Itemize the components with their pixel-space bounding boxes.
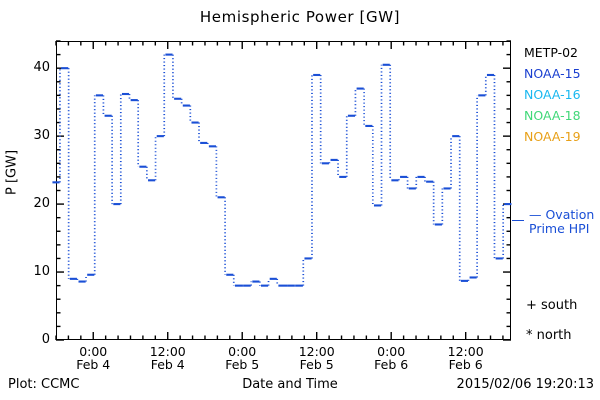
x-axis-label: Date and Time [242, 377, 338, 392]
x-tick-label: 0:00 Feb 5 [202, 345, 282, 371]
legend-item-satellite: NOAA-19 [524, 129, 581, 144]
x-tick-time: 0:00 [228, 344, 257, 359]
render-timestamp: 2015/02/06 19:20:13 [456, 377, 594, 392]
x-tick-label: 0:00 Feb 6 [351, 345, 431, 371]
x-tick-date: Feb 4 [150, 357, 185, 372]
chart-title: Hemispheric Power [GW] [199, 8, 401, 26]
legend-item-satellite: NOAA-16 [524, 87, 581, 102]
satellite-legend: METP-02 NOAA-15 NOAA-16 NOAA-18 NOAA-19 [524, 42, 581, 147]
ovation-legend-line2: Prime HPI [529, 221, 590, 236]
y-tick-label: 40 [33, 60, 50, 76]
y-tick-label: 30 [33, 128, 50, 144]
x-tick-date: Feb 5 [225, 357, 260, 372]
x-tick-time: 0:00 [377, 344, 406, 359]
x-tick-label: 12:00 Feb 6 [426, 345, 506, 371]
plot-credit: Plot: CCMC [8, 377, 80, 392]
x-tick-date: Feb 5 [299, 357, 334, 372]
legend-item-satellite: NOAA-18 [524, 108, 581, 123]
x-tick-date: Feb 6 [448, 357, 483, 372]
x-tick-date: Feb 4 [76, 357, 111, 372]
x-tick-label: 0:00 Feb 4 [53, 345, 133, 371]
y-tick-label: 0 [41, 332, 50, 347]
x-tick-time: 12:00 [447, 344, 484, 359]
ovation-legend-dash [512, 220, 524, 221]
x-tick-date: Feb 6 [374, 357, 409, 372]
x-tick-time: 12:00 [298, 344, 335, 359]
x-tick-label: 12:00 Feb 4 [128, 345, 208, 371]
x-tick-label: 12:00 Feb 5 [277, 345, 357, 371]
x-tick-time: 0:00 [79, 344, 108, 359]
legend-south: + south [526, 298, 578, 313]
legend-north: * north [526, 328, 572, 343]
y-tick-label: 10 [33, 264, 50, 280]
legend-item-satellite: NOAA-15 [524, 66, 581, 81]
ovation-legend-line1: — Ovation [529, 207, 595, 222]
legend-item-satellite: METP-02 [524, 45, 578, 60]
plot-area [56, 41, 511, 340]
ovation-legend: — Ovation Prime HPI [529, 208, 594, 236]
x-tick-time: 12:00 [149, 344, 186, 359]
y-tick-label: 20 [33, 196, 50, 212]
